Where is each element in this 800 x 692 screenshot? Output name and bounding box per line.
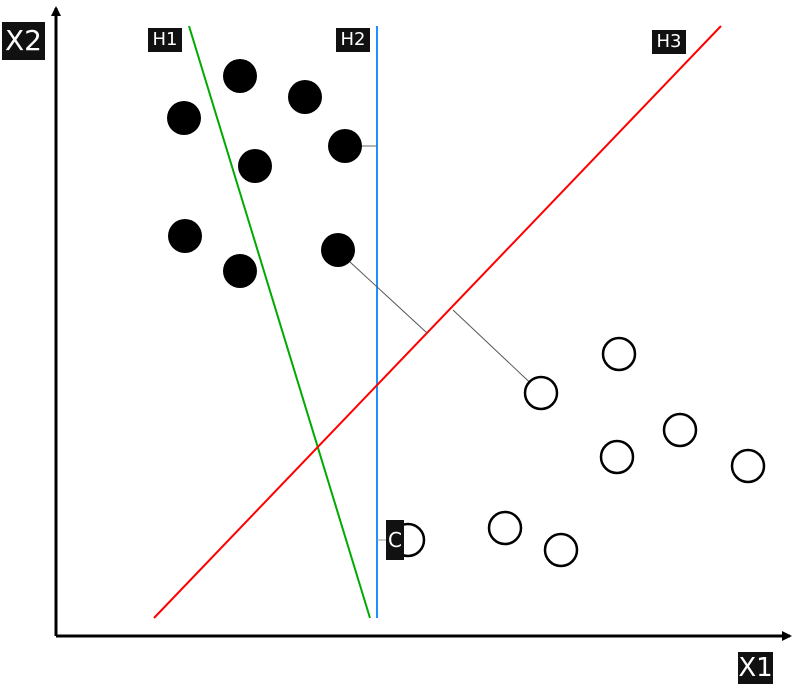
margin-line (452, 309, 542, 394)
hollow-point (543, 532, 579, 568)
hyperplane-h3 (153, 25, 722, 619)
filled-point (288, 80, 322, 114)
h3-label: H3 (652, 30, 686, 54)
h1-label: H1 (148, 28, 182, 52)
hollow-point (523, 375, 559, 411)
hollow-point (601, 336, 637, 372)
filled-point (328, 129, 362, 163)
hollow-point (487, 510, 523, 546)
filled-point (321, 233, 355, 267)
hyperplane-h1 (188, 25, 371, 619)
filled-point (223, 254, 257, 288)
filled-point (238, 149, 272, 183)
hollow-point (730, 448, 766, 484)
y-axis-label: X2 (2, 22, 45, 60)
filled-point (168, 219, 202, 253)
point-c-label: C (386, 520, 404, 560)
h2-label: H2 (336, 28, 370, 52)
filled-point (167, 101, 201, 135)
filled-point (223, 59, 257, 93)
hollow-point (599, 439, 635, 475)
x-axis-label: X1 (738, 652, 773, 684)
hollow-point (662, 412, 698, 448)
margin-line (349, 261, 428, 334)
